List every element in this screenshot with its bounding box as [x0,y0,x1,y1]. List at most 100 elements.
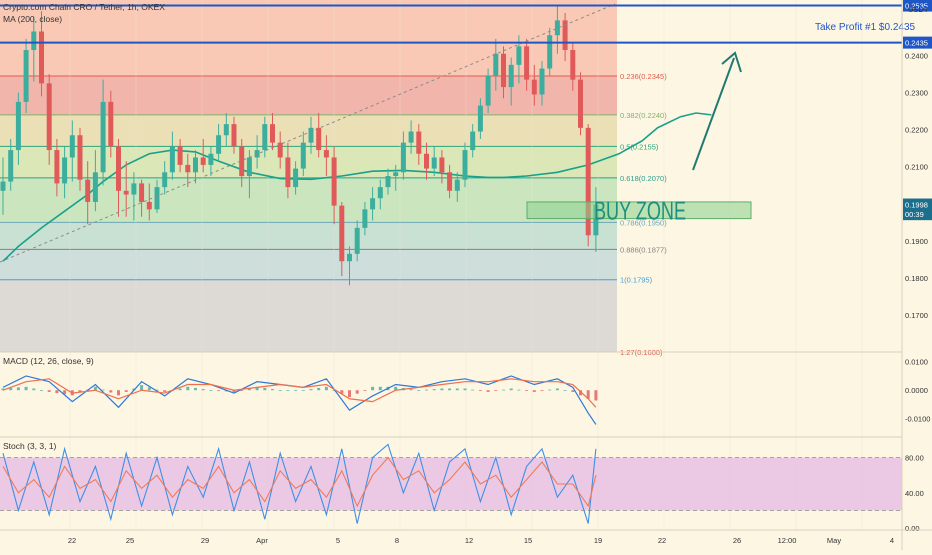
macd-legend: MACD (12, 26, close, 9) [3,356,94,366]
fib-band [0,279,617,352]
candle-body [424,153,429,169]
macd-tick-label: -0.0100 [905,415,930,424]
macd-pane: 0.0100 0.0000 -0.0100 [1,358,930,425]
macd-histogram-bar [309,389,313,391]
macd-histogram-bar [417,390,421,392]
candle-body [0,181,6,191]
macd-histogram-bar [78,390,82,393]
candle-body [23,50,29,102]
candles [0,5,599,286]
candle-body [62,157,68,184]
candle-body [239,146,245,176]
candle-body [339,205,345,262]
time-tick-label: 8 [395,536,399,545]
fib-level-label: 0.886(0.1877) [620,245,667,254]
macd-histogram-bar [294,390,298,392]
grid [69,0,863,530]
macd-tick-label: 0.0000 [905,386,928,395]
candle-body [554,20,560,36]
candle-body [262,124,268,151]
candle-body [146,201,152,210]
candle-body [308,127,314,143]
fib-band [0,249,617,280]
fib-level-label: 0.382(0.2240) [620,111,667,120]
macd-histogram-bar [579,390,582,396]
price-label-text: 0.2535 [905,2,928,11]
macd-histogram-bar [232,390,236,392]
macd-histogram-bar [540,390,544,392]
candle-body [570,50,576,80]
stoch-legend: Stoch (3, 3, 1) [3,441,57,451]
candle-body [8,150,14,182]
macd-histogram-bar [348,390,351,398]
time-axis[interactable]: 22 25 29 Apr 5 8 12 15 19 22 26 12:00 May 4 [68,536,894,545]
candle-body [447,172,453,191]
macd-histogram-bar [147,387,151,391]
candle-body [154,187,160,210]
candle-body [293,168,299,188]
candle-body [185,164,191,173]
macd-histogram-bar [240,390,244,392]
macd-histogram-bar [502,389,505,391]
price-axis[interactable]: 0.2400 0.2300 0.2200 0.2100 0.1900 0.1800 0.17… [903,0,932,320]
macd-histogram-bar [40,390,43,392]
buy-zone-box[interactable] [526,201,752,220]
fibonacci-retracement: 0.236(0.2345) 0.382(0.2240) 0.5(0.2155) 0.6… [0,0,667,357]
macd-histogram-bar [201,389,205,391]
time-tick-label: 12 [465,536,473,545]
signal-line [2,378,597,408]
candle-body [231,124,237,147]
macd-histogram-bar [24,386,28,391]
fib-level-label: 0.618(0.2070) [620,174,667,183]
candle-body [393,172,399,176]
candle-body [331,157,337,206]
candle-body [46,83,52,151]
macd-histogram-bar [586,390,590,399]
macd-histogram-bar [394,386,398,391]
candle-body [316,127,322,151]
macd-histogram-bar [186,386,190,391]
fib-level-label: 1(0.1795) [620,276,653,285]
candle-body [585,127,591,236]
stoch-tick-label: 40.00 [905,489,924,498]
candle-body [270,124,275,143]
candle-body [100,101,106,173]
candle-body [547,35,553,69]
macd-histogram-bar [371,386,375,391]
macd-histogram-bar [471,389,475,391]
candle-body [208,153,214,165]
candle-body [216,135,222,154]
macd-histogram-bar [378,386,382,391]
time-tick-label: 22 [658,536,666,545]
macd-histogram-bar [509,388,513,391]
price-tick-label: 0.1700 [905,311,928,320]
macd-histogram-bar [255,386,259,391]
candle-body [92,172,98,202]
fib-level-label: 0.786(0.1950) [620,218,667,227]
candle-body [31,31,37,51]
candle-body [116,146,121,191]
candle-body [169,146,175,173]
macd-histogram-bar [455,388,459,391]
stoch-d-line [2,456,597,508]
candle-body [400,142,406,173]
macd-tick-label: 0.0100 [905,358,928,367]
candle-body [385,176,391,188]
candle-body [246,157,252,176]
macd-histogram-bar [63,390,67,395]
price-tick-label: 0.1800 [905,274,928,283]
time-tick-label: 25 [126,536,134,545]
candle-body [108,101,114,147]
macd-histogram-bar [16,387,20,391]
price-label-box [903,208,932,221]
macd-histogram-bar [340,390,344,394]
fib-band [0,0,617,76]
candle-body [462,150,468,180]
stoch-pane: 80.00 40.00 0.00 [0,443,924,533]
macd-histogram-bar [32,388,36,391]
candle-body [370,198,376,210]
candle-body [470,131,476,151]
up-arrow-icon [692,51,742,171]
stoch-band [0,457,902,511]
